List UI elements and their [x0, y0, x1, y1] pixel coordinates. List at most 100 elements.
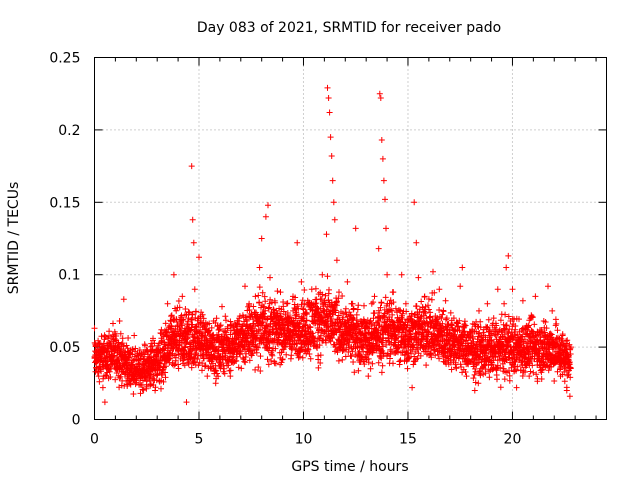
data-point — [434, 341, 441, 348]
data-point — [260, 319, 266, 326]
data-point — [110, 336, 117, 343]
data-point — [139, 386, 146, 393]
data-point — [135, 352, 142, 359]
data-point — [253, 349, 260, 356]
data-point — [404, 350, 411, 357]
data-point — [317, 332, 324, 339]
data-point — [264, 356, 271, 363]
data-point — [266, 304, 273, 311]
data-point — [304, 297, 311, 304]
data-point — [315, 364, 322, 371]
data-point — [250, 320, 257, 327]
data-point — [329, 177, 336, 184]
data-point — [423, 362, 430, 369]
data-point — [503, 264, 510, 271]
data-point — [175, 298, 182, 304]
data-point — [120, 296, 127, 303]
data-point — [295, 324, 302, 331]
data-point — [405, 355, 411, 362]
data-point — [501, 300, 508, 307]
data-point — [507, 318, 514, 324]
data-point — [202, 362, 209, 369]
data-point — [425, 306, 432, 313]
data-point — [188, 364, 195, 371]
data-point — [326, 109, 333, 116]
data-point — [561, 378, 568, 385]
data-point — [213, 315, 220, 322]
data-point — [490, 315, 497, 322]
data-point — [413, 303, 420, 310]
data-point — [428, 296, 435, 303]
data-point — [181, 347, 188, 353]
data-point — [528, 312, 535, 319]
data-point — [97, 341, 104, 348]
data-point — [379, 362, 386, 369]
data-point — [534, 358, 541, 365]
data-point — [214, 348, 221, 355]
data-point — [469, 335, 476, 342]
data-point — [432, 352, 439, 359]
data-point — [390, 360, 396, 367]
data-point — [403, 332, 410, 339]
data-point — [246, 357, 253, 364]
axis-ticks: 0 0.05 0.1 0.15 0.2 0.25 0 5 10 15 20 — [49, 51, 607, 448]
data-point — [216, 354, 223, 361]
data-point — [387, 355, 393, 362]
data-point — [551, 358, 558, 365]
data-point — [199, 367, 205, 374]
data-point — [563, 338, 570, 344]
data-point — [376, 90, 383, 97]
data-point — [339, 293, 346, 299]
data-point — [369, 360, 376, 367]
data-point — [367, 318, 374, 324]
data-point — [283, 351, 290, 358]
data-point — [470, 375, 477, 382]
data-point — [296, 320, 303, 327]
data-point — [458, 364, 465, 370]
data-point — [250, 303, 257, 310]
data-point — [296, 336, 303, 343]
data-point — [501, 325, 508, 332]
data-point — [303, 317, 310, 324]
data-point — [387, 351, 394, 358]
data-point — [333, 257, 340, 264]
data-point — [386, 306, 393, 313]
data-point — [516, 316, 522, 323]
data-point — [345, 349, 352, 355]
data-point — [256, 264, 263, 271]
data-point — [316, 342, 323, 349]
data-point — [488, 361, 495, 368]
data-point — [206, 344, 213, 351]
data-point — [555, 344, 562, 351]
data-point — [110, 320, 116, 327]
data-point — [376, 309, 383, 316]
data-point — [377, 304, 384, 311]
data-point — [439, 311, 446, 318]
data-point — [342, 309, 349, 316]
data-point — [475, 380, 482, 387]
data-point — [239, 312, 246, 319]
data-point — [267, 274, 273, 281]
data-point — [532, 293, 539, 300]
data-point — [164, 300, 171, 307]
data-point — [344, 278, 351, 285]
data-point — [447, 309, 454, 316]
data-point — [554, 327, 561, 334]
data-point — [536, 329, 543, 336]
data-point — [447, 353, 454, 359]
data-point — [229, 335, 236, 342]
data-point — [254, 315, 261, 322]
data-point — [350, 315, 357, 322]
data-points — [91, 84, 574, 406]
data-point — [513, 384, 520, 391]
data-point — [469, 320, 476, 327]
data-point — [223, 317, 229, 324]
data-point — [213, 367, 219, 374]
data-point — [455, 336, 462, 343]
data-point — [298, 278, 305, 285]
data-point — [225, 347, 232, 353]
data-point — [202, 332, 209, 339]
data-point — [242, 359, 249, 366]
data-point — [214, 336, 221, 343]
data-point — [543, 325, 550, 332]
